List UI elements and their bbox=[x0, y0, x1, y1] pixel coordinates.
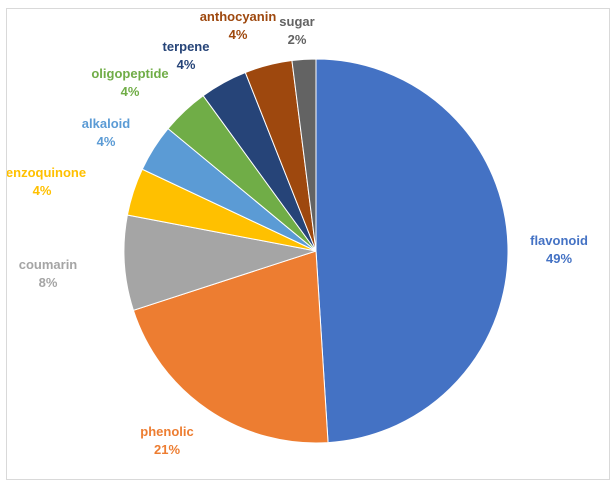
pie-slice-coumarin bbox=[123, 214, 317, 311]
slice-label-flavonoid: flavonoid bbox=[530, 233, 588, 248]
slice-label-oligopeptide: oligopeptide bbox=[91, 66, 168, 81]
pie-slice-flavonoid bbox=[315, 58, 509, 444]
pie-chart: flavonoid 49% phenolic 21% coumarin 8% benzoqu… bbox=[7, 9, 588, 457]
slice-percent-coumarin: 8% bbox=[39, 275, 58, 290]
chart-area: flavonoid 49% phenolic 21% coumarin 8% benzoqu… bbox=[6, 8, 610, 480]
slice-percent-flavonoid: 49% bbox=[546, 251, 572, 266]
slice-label-coumarin: coumarin bbox=[19, 257, 78, 272]
slice-label-terpene: terpene bbox=[163, 39, 210, 54]
slice-label-sugar: sugar bbox=[279, 14, 314, 29]
slice-label-anthocyanin: anthocyanin bbox=[200, 9, 277, 24]
slice-label-alkaloid: alkaloid bbox=[82, 116, 130, 131]
slice-percent-phenolic: 21% bbox=[154, 442, 180, 457]
slice-percent-anthocyanin: 4% bbox=[229, 27, 248, 42]
slice-percent-terpene: 4% bbox=[177, 57, 196, 72]
slice-label-phenolic: phenolic bbox=[140, 424, 193, 439]
slice-label-benzoquinone: benzoquinone bbox=[7, 165, 86, 180]
slice-percent-benzoquinone: 4% bbox=[33, 183, 52, 198]
slice-percent-alkaloid: 4% bbox=[97, 134, 116, 149]
slice-percent-sugar: 2% bbox=[288, 32, 307, 47]
slice-percent-oligopeptide: 4% bbox=[121, 84, 140, 99]
pie-slice-phenolic bbox=[132, 250, 329, 444]
pie-slice-sugar bbox=[291, 58, 317, 252]
